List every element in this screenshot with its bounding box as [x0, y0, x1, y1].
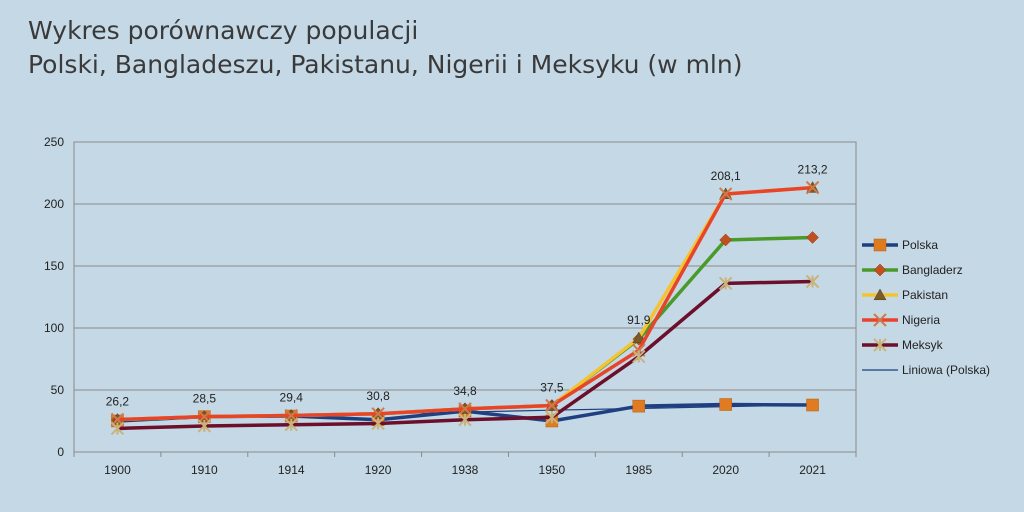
legend-label: Polska	[902, 237, 939, 252]
point-pakistan	[632, 331, 646, 344]
chart-title-line1: Wykres porównawczy populacji	[28, 16, 419, 45]
legend-label: Meksyk	[902, 337, 943, 352]
x-tick-label: 2020	[712, 463, 739, 477]
point-nigeria	[545, 398, 559, 413]
point-nigeria	[458, 402, 472, 416]
series-nigeria	[110, 180, 820, 427]
y-tick-label: 200	[44, 197, 64, 211]
x-tick-label: 1950	[539, 463, 566, 477]
series-group	[110, 180, 820, 436]
series-meksyk	[110, 274, 820, 436]
x-tick-label: 2021	[799, 463, 826, 477]
x-tick-label: 1920	[365, 463, 392, 477]
point-meksyk	[284, 418, 298, 432]
point-nigeria	[805, 180, 820, 195]
legend-item-nigeria: Nigeria	[862, 307, 990, 332]
data-label: 29,4	[280, 391, 304, 405]
legend-label: Nigeria	[902, 312, 941, 327]
legend-label: Liniowa (Polska)	[902, 362, 991, 377]
point-meksyk	[718, 276, 733, 291]
point-polska	[632, 399, 646, 413]
legend-swatch	[862, 238, 898, 251]
legend-item-pakistan: Pakistan	[862, 282, 990, 307]
y-tick-label: 0	[57, 445, 64, 459]
y-tick-label: 50	[51, 383, 65, 397]
y-tick-label: 100	[44, 321, 64, 335]
data-label: 30,8	[366, 389, 390, 403]
point-polska	[806, 398, 819, 412]
point-meksyk	[805, 274, 820, 289]
y-tick-label: 250	[44, 135, 64, 149]
point-polska	[719, 398, 732, 411]
legend-swatch	[862, 312, 898, 327]
point-meksyk	[545, 410, 559, 424]
legend-swatch	[862, 287, 898, 300]
data-label: 26,2	[106, 395, 130, 409]
x-tick-label: 1985	[625, 463, 652, 477]
x-tick-label: 1900	[104, 463, 131, 477]
point-nigeria	[718, 187, 733, 201]
legend: Polska Bangladerz Pakistan Nigeria Meksyk Lin…	[862, 232, 990, 382]
data-label: 91,9	[627, 313, 651, 327]
legend-swatch	[862, 337, 898, 352]
legend-marker	[873, 312, 887, 327]
legend-item-meksyk: Meksyk	[862, 332, 990, 357]
data-label: 208,1	[711, 169, 741, 183]
legend-item-polska: Polska	[862, 232, 990, 257]
legend-label: Bangladerz	[902, 262, 963, 277]
point-bangladerz	[806, 231, 819, 244]
point-meksyk	[632, 349, 646, 364]
point-meksyk	[371, 416, 385, 431]
legend-swatch	[862, 368, 898, 371]
legend-marker	[873, 337, 887, 352]
gridlines	[74, 141, 856, 391]
legend-marker	[873, 287, 887, 300]
x-tick-label: 1914	[278, 463, 305, 477]
legend-item-bangladerz: Bangladerz	[862, 257, 990, 282]
point-meksyk	[110, 421, 125, 436]
data-label: 213,2	[798, 163, 828, 177]
data-label: 34,8	[453, 384, 477, 398]
legend-marker	[873, 263, 887, 276]
legend-marker	[873, 238, 887, 251]
point-meksyk	[458, 413, 472, 427]
data-labels: 26,2 28,5 29,4 30,8 34,8 37,5 91,9 208,1 213,2	[106, 163, 828, 409]
data-label: 28,5	[193, 392, 217, 406]
point-nigeria	[371, 407, 385, 421]
axes: 0 50 100 150 200 250 1900 1910 1914 1920 1938 1950 1…	[44, 135, 857, 477]
data-label: 37,5	[540, 381, 564, 395]
legend-swatch	[862, 263, 898, 276]
x-tick-label: 1938	[452, 463, 479, 477]
point-bangladerz	[719, 233, 733, 247]
legend-label: Pakistan	[902, 287, 949, 302]
x-tick-label: 1910	[191, 463, 218, 477]
point-meksyk	[197, 419, 212, 433]
chart-title-line2: Polski, Bangladeszu, Pakistanu, Nigerii …	[28, 50, 743, 79]
chart-title: Wykres porównawczy populacji Polski, Ban…	[28, 14, 742, 82]
y-tick-label: 150	[44, 259, 64, 273]
legend-item-liniowa-polska: Liniowa (Polska)	[862, 357, 990, 382]
